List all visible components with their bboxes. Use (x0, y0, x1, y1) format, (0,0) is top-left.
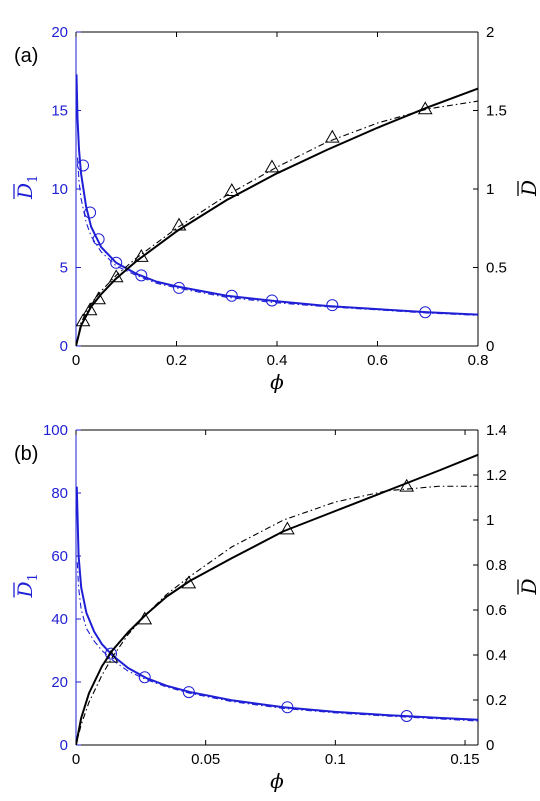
chart-panel-2: 0 0.05 0.1 0.15 0 20 40 60 80 100 0 0.2 0.4 0.6 0.8 1 1.… (13, 422, 540, 793)
black-dashdot-line (76, 485, 478, 745)
y-left-axis-symbol: D (13, 183, 37, 200)
x-tick-label: 0.2 (166, 352, 187, 369)
circle-marker (281, 701, 294, 714)
y-left-tick-label: 10 (51, 181, 68, 198)
x-tick-label: 0 (72, 352, 80, 369)
y-left-tick-label: 80 (51, 485, 68, 502)
circle-marker (326, 299, 339, 312)
x-axis-label: ϕ (270, 769, 284, 793)
triangle-marker (91, 291, 106, 305)
y-right-tick-label: 1.5 (486, 103, 507, 120)
y-right-tick-label: 1.2 (486, 467, 507, 484)
circle-marker (77, 159, 90, 172)
blue-solid-line (76, 486, 478, 721)
triangle-marker (108, 269, 124, 283)
y-left-tick-label: 20 (51, 674, 68, 691)
y-right-tick-label: 0.6 (486, 602, 507, 619)
y-left-axis-subscript: 1 (26, 175, 41, 183)
x-tick-label: 0 (72, 751, 80, 768)
panel-label: (a) (14, 45, 38, 67)
y-right-tick-label: 1.4 (486, 422, 507, 439)
y-left-tick-label: 15 (51, 103, 68, 120)
y-right-axis-label: D (517, 578, 540, 595)
y-left-axis-label: D1 (13, 175, 41, 200)
circle-marker (138, 671, 151, 684)
y-right-tick-label: 1 (486, 181, 494, 198)
x-tick-label: 0.4 (267, 352, 288, 369)
black-solid-line (76, 87, 478, 346)
circle-marker (173, 281, 186, 294)
y-left-axis-label: D1 (13, 573, 41, 598)
triangle-marker (76, 313, 91, 327)
triangle-marker (417, 101, 433, 115)
triangle-marker (82, 302, 98, 316)
circle-marker (265, 294, 278, 307)
y-left-axis-subscript: 1 (26, 573, 41, 581)
plot-area (76, 453, 478, 745)
triangle-marker (137, 611, 153, 625)
black-dashdot-line (76, 100, 478, 346)
triangle-marker (324, 129, 340, 143)
triangle-marker (133, 249, 149, 262)
circle-marker (110, 256, 123, 269)
x-tick-label: 0.1 (325, 751, 346, 768)
triangle-marker (171, 217, 187, 231)
circle-marker (182, 686, 195, 699)
y-right-tick-label: 0 (486, 737, 494, 754)
y-right-tick-label: 0.8 (486, 557, 507, 574)
y-left-tick-label: 5 (60, 260, 68, 277)
y-right-tick-label: 0.2 (486, 692, 507, 709)
y-left-tick-label: 20 (51, 24, 68, 41)
y-left-axis-symbol: D (13, 581, 37, 598)
y-right-tick-label: 0 (486, 338, 494, 355)
y-left-tick-label: 100 (43, 422, 68, 439)
y-right-tick-label: 1 (486, 512, 494, 529)
x-tick-label: 0.6 (367, 352, 388, 369)
circle-marker (225, 289, 238, 302)
y-left-tick-label: 60 (51, 548, 68, 565)
y-right-tick-label: 0.5 (486, 260, 507, 277)
y-left-tick-label: 0 (60, 737, 68, 754)
panel-label: (b) (14, 443, 38, 465)
triangle-marker (280, 521, 295, 535)
y-left-tick-label: 40 (51, 611, 68, 628)
y-right-axis-symbol: D (517, 180, 540, 197)
y-right-axis-symbol: D (517, 578, 540, 595)
y-right-axis-label: D (517, 180, 540, 197)
x-axis-label: ϕ (270, 370, 284, 394)
y-right-tick-label: 2 (486, 24, 494, 41)
triangle-marker (399, 478, 415, 492)
black-solid-line (76, 453, 478, 745)
circle-marker (400, 710, 413, 723)
x-tick-label: 0.8 (468, 352, 489, 369)
x-tick-label: 0.05 (191, 751, 220, 768)
blue-dashdot-line (76, 562, 478, 722)
circle-marker (135, 269, 148, 282)
y-right-tick-label: 0.4 (486, 647, 507, 664)
blue-dashdot-line (76, 157, 478, 316)
x-tick-label: 0.15 (450, 751, 479, 768)
triangle-marker (181, 575, 197, 589)
triangle-marker (103, 649, 119, 663)
triangle-marker (224, 183, 240, 196)
circle-marker (419, 306, 432, 319)
circle-marker (105, 647, 118, 660)
triangle-marker (264, 159, 280, 173)
circle-marker (92, 233, 105, 246)
y-left-tick-label: 0 (60, 338, 68, 355)
plot-area (76, 74, 478, 346)
circle-marker (84, 206, 97, 219)
